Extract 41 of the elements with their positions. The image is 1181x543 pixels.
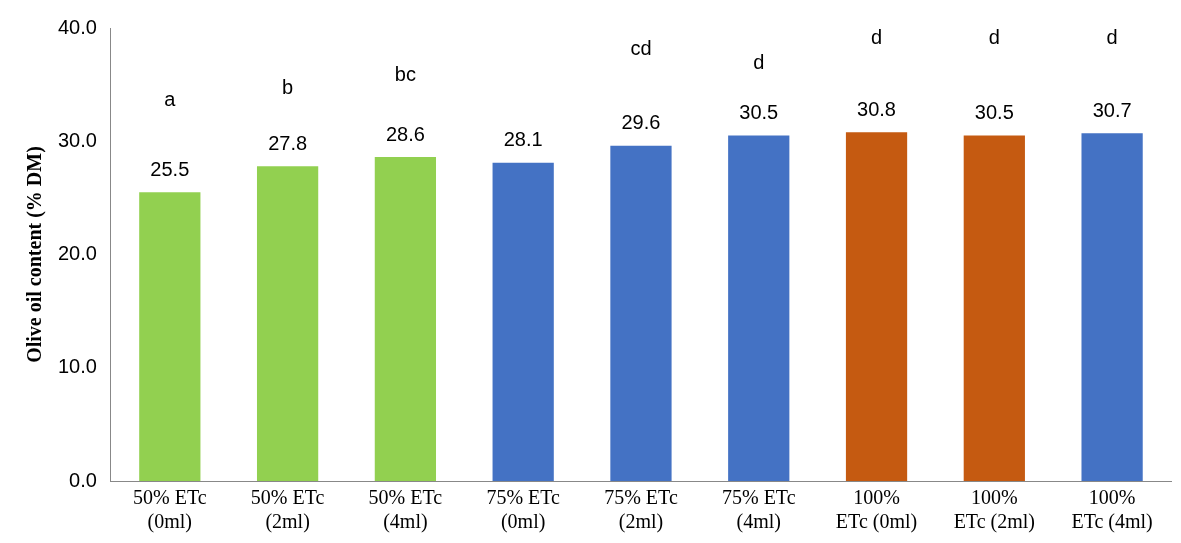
y-tick-label: 40.0 (57, 15, 97, 38)
x-tick-label: 75% ETc (4ml) (721, 486, 796, 534)
annotation: cd (630, 37, 652, 60)
bar (1081, 133, 1143, 481)
x-tick-label: 75% ETc (2ml) (604, 486, 678, 534)
annotation: d (1106, 25, 1118, 48)
annotation: b (282, 75, 294, 98)
data-label: 30.7 (1092, 98, 1132, 121)
x-tick-label: 100% ETc (4ml) (1071, 486, 1153, 534)
y-tick-label: 30.0 (57, 128, 97, 151)
x-tick-label: 100% ETc (0ml) (835, 486, 918, 534)
bar (492, 162, 554, 481)
data-label: 25.5 (150, 157, 190, 180)
annotation: d (753, 50, 765, 73)
annotation: bc (394, 63, 416, 86)
bar (139, 192, 201, 481)
bar (963, 135, 1025, 481)
data-label: 30.5 (974, 101, 1014, 124)
x-tick-label: 50% ETc (0ml) (133, 486, 207, 534)
annotation: a (164, 88, 177, 110)
x-tick-label: 50% ETc (2ml) (250, 486, 325, 534)
y-tick-label: 0.0 (69, 468, 97, 491)
data-label: 30.5 (739, 101, 779, 124)
y-axis-title: Olive oil content (% DM) (23, 146, 47, 363)
bar (374, 157, 437, 481)
bar (845, 132, 908, 481)
bar (728, 135, 790, 481)
annotation: d (870, 25, 883, 48)
bar (610, 145, 672, 481)
x-tick-label: 50% ETc (4ml) (368, 486, 443, 534)
x-tick-label: 100% ETc (2ml) (953, 486, 1035, 534)
data-label: 29.6 (621, 111, 661, 134)
data-label: 28.6 (385, 122, 425, 145)
bar (256, 166, 319, 481)
y-tick-label: 10.0 (57, 355, 97, 378)
data-label: 27.8 (268, 131, 308, 154)
data-label: 30.8 (857, 97, 896, 120)
annotation: d (988, 25, 1000, 48)
x-tick-label: 75% ETc (0ml) (486, 486, 561, 534)
y-tick-label: 20.0 (57, 242, 97, 265)
data-label: 28.1 (503, 128, 543, 151)
